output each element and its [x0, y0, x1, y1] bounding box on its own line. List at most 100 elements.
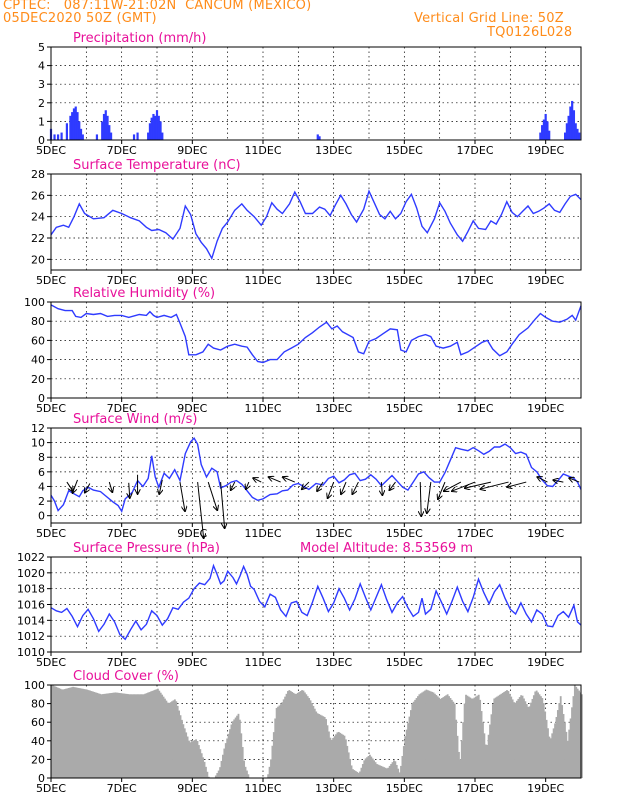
cloud-bar — [272, 732, 275, 778]
cloud-bar — [490, 714, 493, 778]
y-tick-label: 0 — [38, 134, 45, 147]
cloud-bar — [369, 754, 371, 778]
precip-bar — [108, 125, 111, 140]
y-tick-label: 60 — [31, 716, 45, 729]
cloud-bar — [391, 762, 394, 778]
cloud-bar — [333, 736, 336, 778]
cloud-bar — [510, 696, 513, 778]
cloud-bar — [555, 716, 558, 778]
cloud-bar — [224, 743, 227, 778]
cloud-bar — [532, 695, 535, 778]
cloud-bar — [306, 696, 309, 778]
cloud-bar — [120, 693, 123, 778]
cloud-bar — [340, 733, 343, 778]
cloud-bar — [551, 733, 554, 778]
cloud-bar — [216, 773, 219, 778]
cloud-bar — [350, 765, 353, 778]
cloud-bar — [165, 700, 168, 778]
cloud-bar — [452, 701, 455, 778]
y-tick-label: 100 — [24, 679, 45, 692]
y-tick-label: 1018 — [17, 583, 45, 596]
precip-bar — [72, 108, 76, 140]
cloud-bar — [220, 760, 223, 778]
cloud-bar — [531, 698, 534, 778]
precip-bar — [104, 110, 107, 140]
cloud-bar — [537, 692, 539, 778]
wind-vector — [159, 479, 162, 494]
cloud-bar — [482, 722, 484, 778]
cloud-bar — [106, 693, 108, 778]
cloud-bar — [217, 770, 220, 778]
cloud-bar — [162, 696, 165, 778]
cloud-bar — [342, 734, 344, 778]
cloud-bar — [127, 694, 130, 778]
cloud-bar — [229, 729, 231, 778]
cloud-bar — [385, 768, 388, 778]
cloud-bar — [473, 697, 476, 778]
cloud-bar — [496, 696, 499, 778]
model-code: TQ0126L028 — [487, 25, 573, 40]
cloud-bar — [366, 757, 368, 778]
cloud-bar — [578, 690, 580, 778]
y-tick-label: 0 — [38, 510, 45, 523]
wind-vector — [427, 482, 432, 513]
cloud-bar — [161, 694, 164, 778]
cloud-bar — [296, 692, 299, 778]
precip-bar — [155, 110, 159, 140]
cloud-bar — [446, 694, 449, 778]
cloud-bar — [538, 694, 541, 778]
cloud-bar — [226, 738, 229, 778]
y-tick-label: 8 — [38, 451, 45, 464]
cloud-bar — [231, 721, 234, 778]
cloud-bar — [110, 692, 113, 778]
grid-line-note: Vertical Grid Line: 50Z — [414, 11, 564, 26]
cloud-bar — [199, 749, 202, 778]
cloud-bar — [118, 692, 121, 778]
cloud-bar — [517, 698, 520, 778]
cloud-bar — [89, 690, 91, 778]
x-tick-label: 5DEC — [36, 274, 66, 287]
x-tick-label: 7DEC — [107, 274, 137, 287]
cloud-bar — [108, 693, 111, 778]
cloud-bar — [91, 691, 94, 778]
cloud-bar — [523, 698, 525, 778]
cloud-bar — [219, 767, 221, 778]
cloud-bar — [104, 693, 107, 778]
cloud-bar — [571, 707, 573, 778]
precip-bar — [60, 132, 63, 140]
cloud-bar — [155, 689, 158, 778]
y-tick-label: 1016 — [17, 599, 45, 612]
precip-bar — [53, 134, 56, 140]
cloud-bar — [528, 706, 531, 778]
wind-vector — [231, 481, 235, 490]
cloud-bar — [499, 694, 501, 778]
cloud-bar — [530, 702, 532, 778]
cloud-bar — [534, 691, 537, 778]
cloud-bar — [131, 694, 134, 778]
cloud-bar — [360, 767, 363, 778]
x-tick-label: 11DEC — [244, 144, 281, 157]
cloud-bar — [233, 719, 236, 778]
cloud-bar — [173, 699, 176, 778]
x-tick-label: 15DEC — [386, 656, 423, 669]
x-tick-label: 19DEC — [527, 527, 564, 540]
cloud-bar — [298, 691, 301, 778]
cloud-bar — [247, 774, 250, 778]
model-altitude: Model Altitude: 8.53569 m — [300, 541, 473, 556]
y-tick-label: 40 — [31, 735, 45, 748]
cloud-bar — [469, 697, 472, 778]
cloud-bar — [378, 765, 381, 778]
x-tick-label: 5DEC — [36, 144, 66, 157]
cloud-cover-frame — [50, 684, 582, 779]
cloud-bar — [408, 716, 411, 778]
x-tick-label: 17DEC — [456, 782, 493, 795]
cloud-bar — [169, 702, 172, 778]
x-tick-label: 9DEC — [177, 527, 207, 540]
cloud-bar — [470, 698, 473, 778]
cloud-bar — [448, 696, 450, 778]
precip-bar — [147, 132, 150, 140]
cloud-bar — [125, 693, 128, 778]
cloud-bar — [189, 742, 192, 778]
cloud-bar — [376, 764, 378, 778]
cloud-bar — [51, 685, 53, 778]
